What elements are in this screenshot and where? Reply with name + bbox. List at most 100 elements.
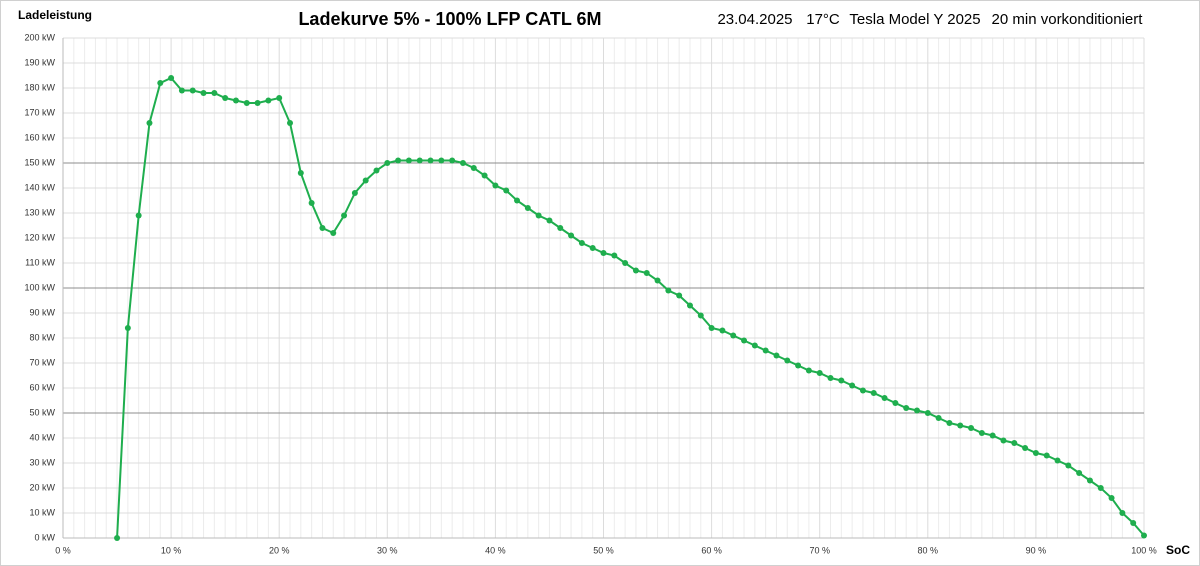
- data-point: [319, 225, 326, 231]
- data-point: [892, 400, 899, 406]
- y-tick-label: 10 kW: [29, 507, 55, 517]
- y-tick-label: 110 kW: [25, 257, 55, 267]
- data-point: [568, 232, 575, 239]
- data-point: [632, 267, 639, 274]
- data-point: [1000, 437, 1007, 444]
- data-point: [297, 170, 304, 176]
- data-point: [276, 95, 283, 101]
- data-point: [913, 407, 920, 414]
- data-point: [924, 410, 931, 416]
- data-point: [232, 97, 239, 104]
- data-point: [341, 212, 348, 219]
- x-tick-label: 50 %: [593, 545, 614, 555]
- data-point: [903, 405, 910, 411]
- data-point: [708, 325, 715, 331]
- y-tick-label: 20 kW: [29, 482, 55, 492]
- y-tick-label: 120 kW: [24, 232, 55, 242]
- data-point: [351, 190, 358, 196]
- data-point: [1076, 470, 1083, 476]
- data-point: [243, 100, 250, 106]
- data-point: [503, 187, 510, 194]
- data-point: [784, 357, 791, 364]
- data-point: [514, 197, 521, 204]
- x-tick-label: 30 %: [377, 545, 398, 555]
- data-point: [546, 217, 553, 224]
- data-point: [859, 387, 866, 394]
- y-tick-label: 30 kW: [29, 457, 55, 467]
- y-tick-label: 0 kW: [34, 532, 55, 542]
- y-tick-label: 180 kW: [24, 82, 55, 92]
- data-point: [805, 367, 812, 374]
- data-point: [870, 390, 877, 396]
- data-point: [254, 100, 261, 106]
- data-point: [211, 90, 218, 96]
- x-tick-label: 60 %: [701, 545, 722, 555]
- y-tick-label: 150 kW: [24, 157, 55, 167]
- data-point: [481, 172, 488, 179]
- data-point: [222, 95, 229, 101]
- y-tick-label: 100 kW: [24, 282, 55, 292]
- data-point: [405, 157, 412, 164]
- data-point: [114, 535, 121, 541]
- x-tick-label: 90 %: [1026, 545, 1047, 555]
- data-point: [449, 157, 456, 164]
- x-tick-label: 80 %: [918, 545, 939, 555]
- y-tick-label: 170 kW: [24, 107, 55, 117]
- data-point: [157, 80, 164, 86]
- data-point: [741, 337, 748, 344]
- data-point: [535, 212, 542, 219]
- annotation: Tesla Model Y 2025: [849, 11, 980, 28]
- data-point: [719, 327, 726, 334]
- data-point: [168, 75, 175, 81]
- data-point: [492, 182, 499, 189]
- data-point: [600, 250, 607, 256]
- x-tick-label: 20 %: [269, 545, 290, 555]
- data-point: [1065, 462, 1072, 469]
- data-point: [849, 382, 856, 389]
- y-tick-label: 190 kW: [24, 57, 55, 67]
- data-point: [838, 377, 845, 384]
- data-point: [438, 157, 445, 164]
- data-point: [135, 212, 142, 219]
- data-point: [773, 352, 780, 359]
- y-tick-label: 60 kW: [29, 382, 55, 392]
- y-tick-label: 70 kW: [29, 357, 55, 367]
- y-tick-label: 160 kW: [24, 132, 55, 142]
- data-point: [989, 432, 996, 439]
- x-axis-label: SoC: [1166, 543, 1190, 557]
- x-tick-label: 40 %: [485, 545, 506, 555]
- data-point: [189, 87, 196, 94]
- x-tick-label: 0 %: [55, 545, 71, 555]
- y-tick-label: 80 kW: [29, 332, 55, 342]
- data-point: [654, 277, 661, 284]
- data-point: [1011, 440, 1018, 446]
- data-point: [178, 87, 185, 94]
- data-point: [1097, 485, 1104, 491]
- data-point: [384, 160, 391, 166]
- y-tick-label: 40 kW: [29, 432, 55, 442]
- data-point: [330, 230, 337, 236]
- data-point: [200, 90, 207, 96]
- data-point: [816, 370, 823, 376]
- data-point: [946, 420, 953, 426]
- y-tick-label: 90 kW: [29, 307, 55, 317]
- data-point: [265, 97, 272, 104]
- data-point: [881, 395, 888, 401]
- data-point: [1086, 477, 1093, 484]
- data-point: [1032, 450, 1039, 456]
- y-tick-label: 130 kW: [24, 207, 55, 217]
- data-point: [362, 177, 369, 184]
- data-point: [751, 342, 758, 349]
- data-point: [427, 157, 434, 164]
- x-tick-label: 70 %: [809, 545, 830, 555]
- data-point: [622, 260, 629, 266]
- data-point: [643, 270, 650, 276]
- data-point: [665, 287, 672, 294]
- data-point: [795, 362, 802, 369]
- data-point: [459, 160, 466, 166]
- data-point: [1130, 520, 1137, 526]
- data-point: [373, 167, 380, 174]
- annotation: 20 min vorkonditioniert: [992, 11, 1144, 28]
- annotation: 17°C: [806, 11, 840, 28]
- y-tick-label: 50 kW: [29, 407, 55, 417]
